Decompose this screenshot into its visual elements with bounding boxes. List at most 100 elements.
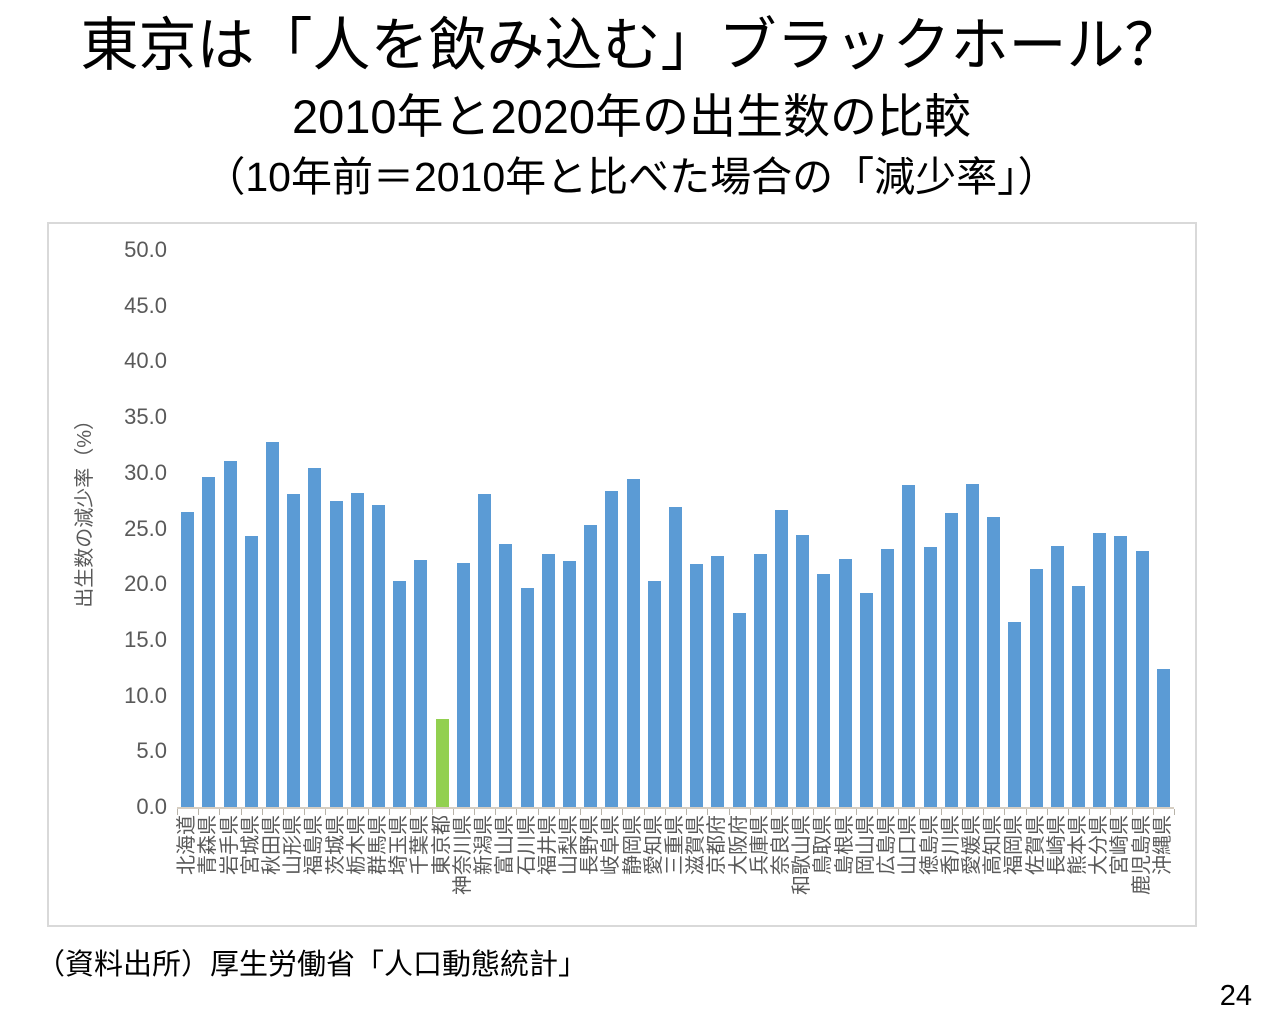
- x-axis-label-福岡県: 福岡県: [1003, 815, 1026, 875]
- chart-area: 出生数の減少率（%） 0.0 5.0 10.0 15.0 20.0 25.0 30.0 35.…: [47, 222, 1197, 927]
- x-axis-line: [177, 807, 1174, 809]
- x-axis-tick: [792, 809, 794, 815]
- x-axis-tick: [452, 809, 454, 815]
- bar-北海道: [181, 511, 195, 807]
- bar-新潟県: [478, 493, 492, 807]
- bar-高知県: [987, 517, 1001, 807]
- bar-熊本県: [1072, 586, 1086, 807]
- x-axis-label-秋田県: 秋田県: [260, 815, 283, 875]
- bar-岡山県: [859, 593, 873, 807]
- x-axis-tick: [580, 809, 582, 815]
- bar-島根県: [838, 558, 852, 807]
- bar-長野県: [584, 525, 598, 807]
- x-axis-label-京都府: 京都府: [706, 815, 729, 875]
- bar-山梨県: [562, 560, 576, 807]
- y-tick-label: 0.0: [136, 794, 167, 819]
- x-axis-label-滋賀県: 滋賀県: [685, 815, 708, 875]
- x-axis-tick: [283, 809, 285, 815]
- y-tick-label: 50.0: [124, 237, 167, 262]
- bar-徳島県: [923, 547, 937, 807]
- x-axis-label-新潟県: 新潟県: [473, 815, 496, 875]
- x-axis-tick: [770, 809, 772, 815]
- x-axis-label-三重県: 三重県: [664, 815, 686, 875]
- bar-千葉県: [414, 559, 428, 807]
- x-axis-tick: [537, 809, 539, 815]
- x-axis-label-岐阜県: 岐阜県: [600, 815, 623, 875]
- x-axis-tick: [961, 809, 963, 815]
- bar-岐阜県: [605, 490, 619, 807]
- bar-長崎県: [1050, 546, 1064, 807]
- bar-神奈川県: [456, 563, 470, 807]
- x-axis-label-沖縄県: 沖縄県: [1151, 815, 1174, 875]
- x-axis-tick: [643, 809, 645, 815]
- bar-香川県: [944, 512, 958, 807]
- x-axis-label-岩手県: 岩手県: [218, 815, 241, 875]
- x-axis-tick: [1089, 809, 1091, 815]
- x-axis-label-山口県: 山口県: [897, 815, 920, 875]
- plot-area: 0.0 5.0 10.0 15.0 20.0 25.0 30.0 35.0 40.0 45.0 50…: [49, 224, 1195, 925]
- bar-福島県: [308, 468, 322, 807]
- x-axis-label-茨城県: 茨城県: [324, 815, 347, 875]
- bar-青森県: [202, 477, 216, 807]
- x-axis-tick: [601, 809, 603, 815]
- bar-群馬県: [372, 505, 386, 807]
- bar-鳥取県: [817, 574, 831, 807]
- x-axis-tick: [346, 809, 348, 815]
- x-axis-tick: [261, 809, 263, 815]
- bar-大分県: [1093, 532, 1107, 807]
- x-axis-label-徳島県: 徳島県: [918, 815, 941, 875]
- x-axis-label-山形県: 山形県: [282, 815, 305, 875]
- x-axis-label-富山県: 富山県: [494, 815, 517, 875]
- x-axis-tick: [367, 809, 369, 815]
- x-axis-tick: [1131, 809, 1133, 815]
- x-axis-label-長野県: 長野県: [579, 815, 602, 875]
- x-axis-tick: [813, 809, 815, 815]
- x-axis-tick: [219, 809, 221, 815]
- x-axis-label-奈良県: 奈良県: [770, 815, 793, 875]
- x-axis-tick: [1004, 809, 1006, 815]
- slide-subtitle: 2010年と2020年の出生数の比較: [291, 90, 972, 143]
- x-axis-label-愛媛県: 愛媛県: [960, 815, 983, 875]
- bar-宮城県: [244, 536, 258, 807]
- source-note: （資料出所）厚生労働省「人口動態統計」: [36, 949, 588, 981]
- bar-三重県: [669, 507, 682, 807]
- bar-佐賀県: [1029, 568, 1043, 807]
- x-axis-tick: [1152, 809, 1154, 815]
- bar-岩手県: [223, 460, 237, 807]
- slide-title: 東京は「人を飲み込む」ブラックホール？: [80, 13, 1183, 78]
- x-axis-label-長崎県: 長崎県: [1045, 815, 1068, 875]
- x-axis-label-高知県: 高知県: [982, 815, 1005, 875]
- bar-埼玉県: [393, 580, 407, 807]
- x-axis-tick: [834, 809, 836, 815]
- x-axis-label-福井県: 福井県: [536, 815, 559, 875]
- bar-兵庫県: [753, 554, 767, 807]
- bar-石川県: [520, 587, 534, 807]
- x-axis-tick: [240, 809, 242, 815]
- bar-鹿児島県: [1135, 550, 1149, 807]
- page-number: 24: [1219, 980, 1252, 1012]
- x-axis-tick: [1174, 809, 1175, 815]
- x-axis-label-島根県: 島根県: [833, 815, 856, 875]
- y-tick-label: 35.0: [124, 404, 167, 430]
- bar-和歌山県: [796, 535, 810, 807]
- x-axis-tick: [410, 809, 412, 815]
- x-axis-label-埼玉県: 埼玉県: [388, 815, 411, 875]
- title-block: 東京は「人を飲み込む」ブラックホール？ 2010年と2020年の出生数の比較 （…: [0, 0, 1263, 206]
- bar-福岡県: [1008, 622, 1022, 807]
- x-axis-tick: [177, 809, 178, 815]
- x-axis-label-鳥取県: 鳥取県: [812, 815, 835, 875]
- x-axis-label-大分県: 大分県: [1088, 815, 1111, 875]
- y-tick-label: 30.0: [124, 459, 167, 485]
- x-axis-tick: [622, 809, 624, 815]
- y-tick-label: 10.0: [124, 682, 167, 708]
- x-axis-tick: [473, 809, 475, 815]
- x-axis-tick: [325, 809, 327, 815]
- x-axis-label-東京都: 東京都: [430, 815, 453, 875]
- bar-愛媛県: [965, 483, 979, 807]
- x-axis-tick: [728, 809, 730, 815]
- x-axis-label-愛知県: 愛知県: [642, 815, 665, 875]
- y-tick-label: 25.0: [124, 515, 167, 541]
- x-axis-tick: [664, 809, 666, 815]
- bar-秋田県: [265, 441, 279, 807]
